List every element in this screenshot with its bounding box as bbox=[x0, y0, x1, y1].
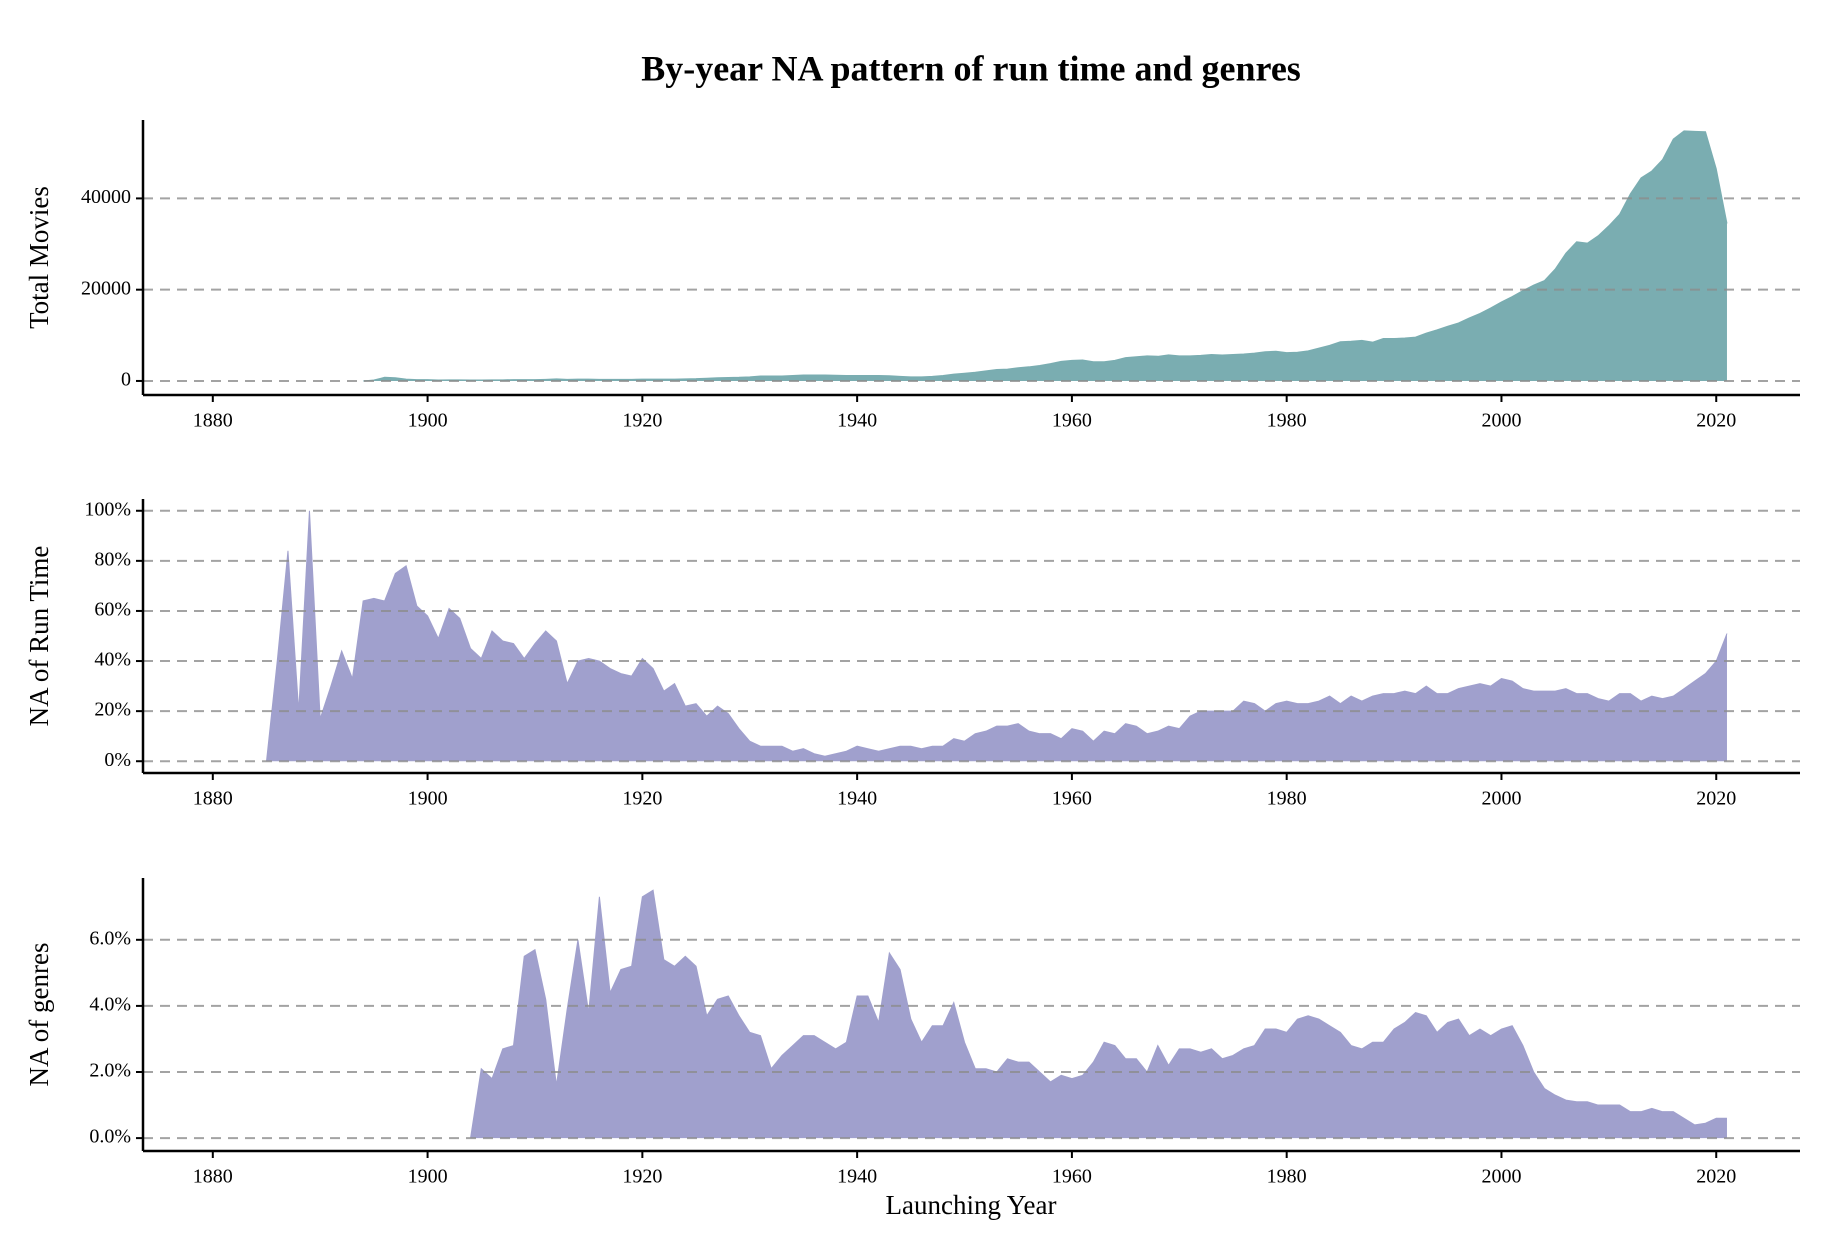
area-line bbox=[266, 510, 1728, 762]
x-tick-label: 1920 bbox=[622, 1166, 662, 1188]
x-tick-label: 1920 bbox=[622, 410, 662, 432]
y-axis-label: NA of Run Time bbox=[24, 546, 54, 727]
y-tick-label: 0.0% bbox=[89, 1126, 131, 1148]
x-tick-label: 2020 bbox=[1696, 788, 1736, 810]
x-tick-label: 1980 bbox=[1267, 1166, 1307, 1188]
x-tick-label: 1880 bbox=[193, 410, 233, 432]
x-tick-label: 1980 bbox=[1267, 788, 1307, 810]
y-tick-label: 2.0% bbox=[89, 1060, 131, 1082]
y-tick-label: 6.0% bbox=[89, 927, 131, 949]
y-tick-label: 20% bbox=[94, 699, 131, 721]
x-tick-label: 1900 bbox=[408, 788, 448, 810]
x-tick-label: 1880 bbox=[193, 1166, 233, 1188]
area-line bbox=[363, 130, 1728, 382]
x-tick-label: 1940 bbox=[837, 788, 877, 810]
y-tick-label: 100% bbox=[84, 498, 131, 520]
y-axis-label: NA of genres bbox=[24, 943, 54, 1087]
y-tick-label: 40000 bbox=[81, 186, 131, 208]
chart-title: By-year NA pattern of run time and genre… bbox=[641, 48, 1301, 88]
area-line bbox=[470, 889, 1727, 1139]
x-tick-label: 1880 bbox=[193, 788, 233, 810]
x-tick-label: 2020 bbox=[1696, 1166, 1736, 1188]
y-tick-label: 4.0% bbox=[89, 994, 131, 1016]
y-tick-label: 40% bbox=[94, 649, 131, 671]
x-tick-label: 1960 bbox=[1052, 410, 1092, 432]
x-tick-label: 1940 bbox=[837, 410, 877, 432]
x-tick-label: 2000 bbox=[1481, 1166, 1521, 1188]
x-tick-label: 1980 bbox=[1267, 410, 1307, 432]
y-axis-label: Total Movies bbox=[24, 186, 54, 329]
x-tick-label: 2000 bbox=[1481, 788, 1521, 810]
x-tick-label: 1960 bbox=[1052, 788, 1092, 810]
x-tick-label: 2000 bbox=[1481, 410, 1521, 432]
y-tick-label: 0% bbox=[104, 749, 131, 771]
x-tick-label: 1900 bbox=[408, 410, 448, 432]
y-tick-label: 0 bbox=[121, 369, 131, 391]
area-fill bbox=[363, 130, 1727, 381]
y-tick-label: 20000 bbox=[81, 277, 131, 299]
y-tick-label: 80% bbox=[94, 548, 131, 570]
y-tick-label: 60% bbox=[94, 599, 131, 621]
x-tick-label: 1900 bbox=[408, 1166, 448, 1188]
x-tick-label: 2020 bbox=[1696, 410, 1736, 432]
area-fill bbox=[470, 890, 1727, 1139]
x-tick-label: 1960 bbox=[1052, 1166, 1092, 1188]
x-tick-label: 1940 bbox=[837, 1166, 877, 1188]
x-tick-label: 1920 bbox=[622, 788, 662, 810]
x-axis-label: Launching Year bbox=[886, 1190, 1057, 1220]
area-fill bbox=[266, 510, 1727, 762]
